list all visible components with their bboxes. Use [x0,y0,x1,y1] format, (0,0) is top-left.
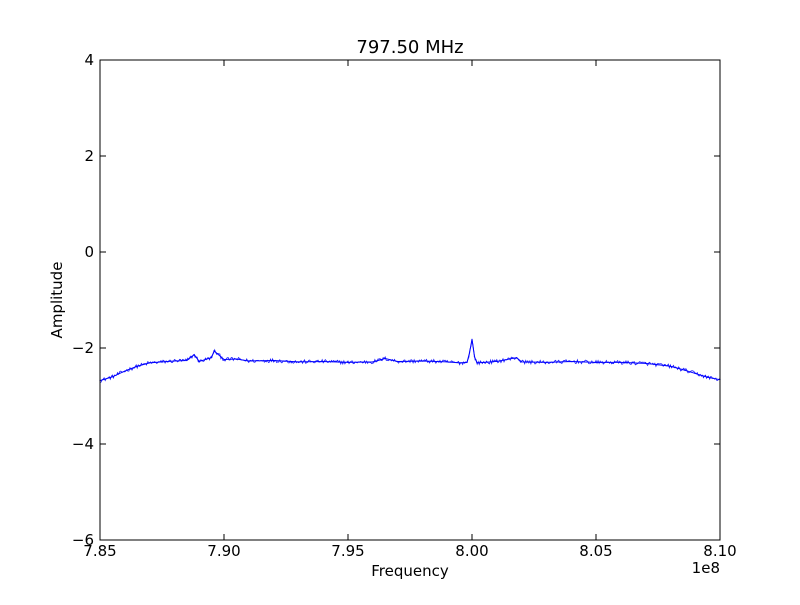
y-tick-label: 4 [84,51,94,69]
series-point [397,360,399,363]
series-point [669,365,672,367]
y-tick-label: 0 [84,243,94,261]
series-point [473,356,476,358]
series-point [496,360,498,363]
series-point [198,360,200,363]
y-tick-label: 2 [84,147,94,165]
series-point [570,360,572,363]
series-point [645,362,647,364]
series-point [707,376,709,378]
series-point [223,358,225,361]
series-point [545,361,548,363]
series-point [211,357,213,359]
series-point [136,365,138,367]
series-point [471,338,473,340]
x-tick-label: 7.90 [207,542,240,560]
x-tick-label: 8.00 [455,542,488,560]
series-noise-trace [99,339,721,383]
series-point [516,357,518,359]
series-layer [99,338,721,383]
series-point [193,354,195,356]
y-axis-label: Amplitude [48,262,66,339]
series-point [297,361,299,363]
series-point [620,361,622,363]
series-point [657,364,659,366]
x-tick-label: 8.10 [703,542,736,560]
series-point [468,352,471,354]
series-point [459,362,461,364]
y-tick-label: −2 [72,339,94,357]
series-point [483,361,485,363]
series-point [421,360,423,362]
series-point [124,370,126,372]
plot-frame [99,59,721,541]
series-point [111,376,113,378]
x-axis-label: Frequency [371,562,449,580]
series-point [694,372,696,375]
series-point [682,369,684,371]
tick-layer: 7.85 7.90 7.95 8.00 8.05 8.10 4 2 0 −2 −4 −6 [72,51,737,560]
series-point [322,360,324,363]
chart-title: 797.50 MHz [356,37,463,58]
series-point [446,361,448,363]
y-tick-label: −4 [72,435,94,453]
series-point [273,359,275,362]
series-point [476,362,478,364]
series-point [213,350,215,352]
plot-area [100,60,720,540]
series-point [248,360,250,362]
series-point [372,361,374,363]
series-point [595,361,597,363]
x-tick-label: 8.05 [579,542,612,560]
x-tick-label: 7.85 [83,542,116,560]
series-point [521,361,523,363]
series-point [466,361,468,363]
series-point [347,361,349,363]
series-point [384,357,386,360]
x-offset-label: 1e8 [692,559,720,577]
series-point [173,360,175,362]
series-point [235,358,237,360]
series-point [161,361,163,363]
x-tick-label: 7.95 [331,542,364,560]
series-point [149,362,151,364]
y-tick-label: −6 [72,531,94,549]
series-point [186,359,188,362]
